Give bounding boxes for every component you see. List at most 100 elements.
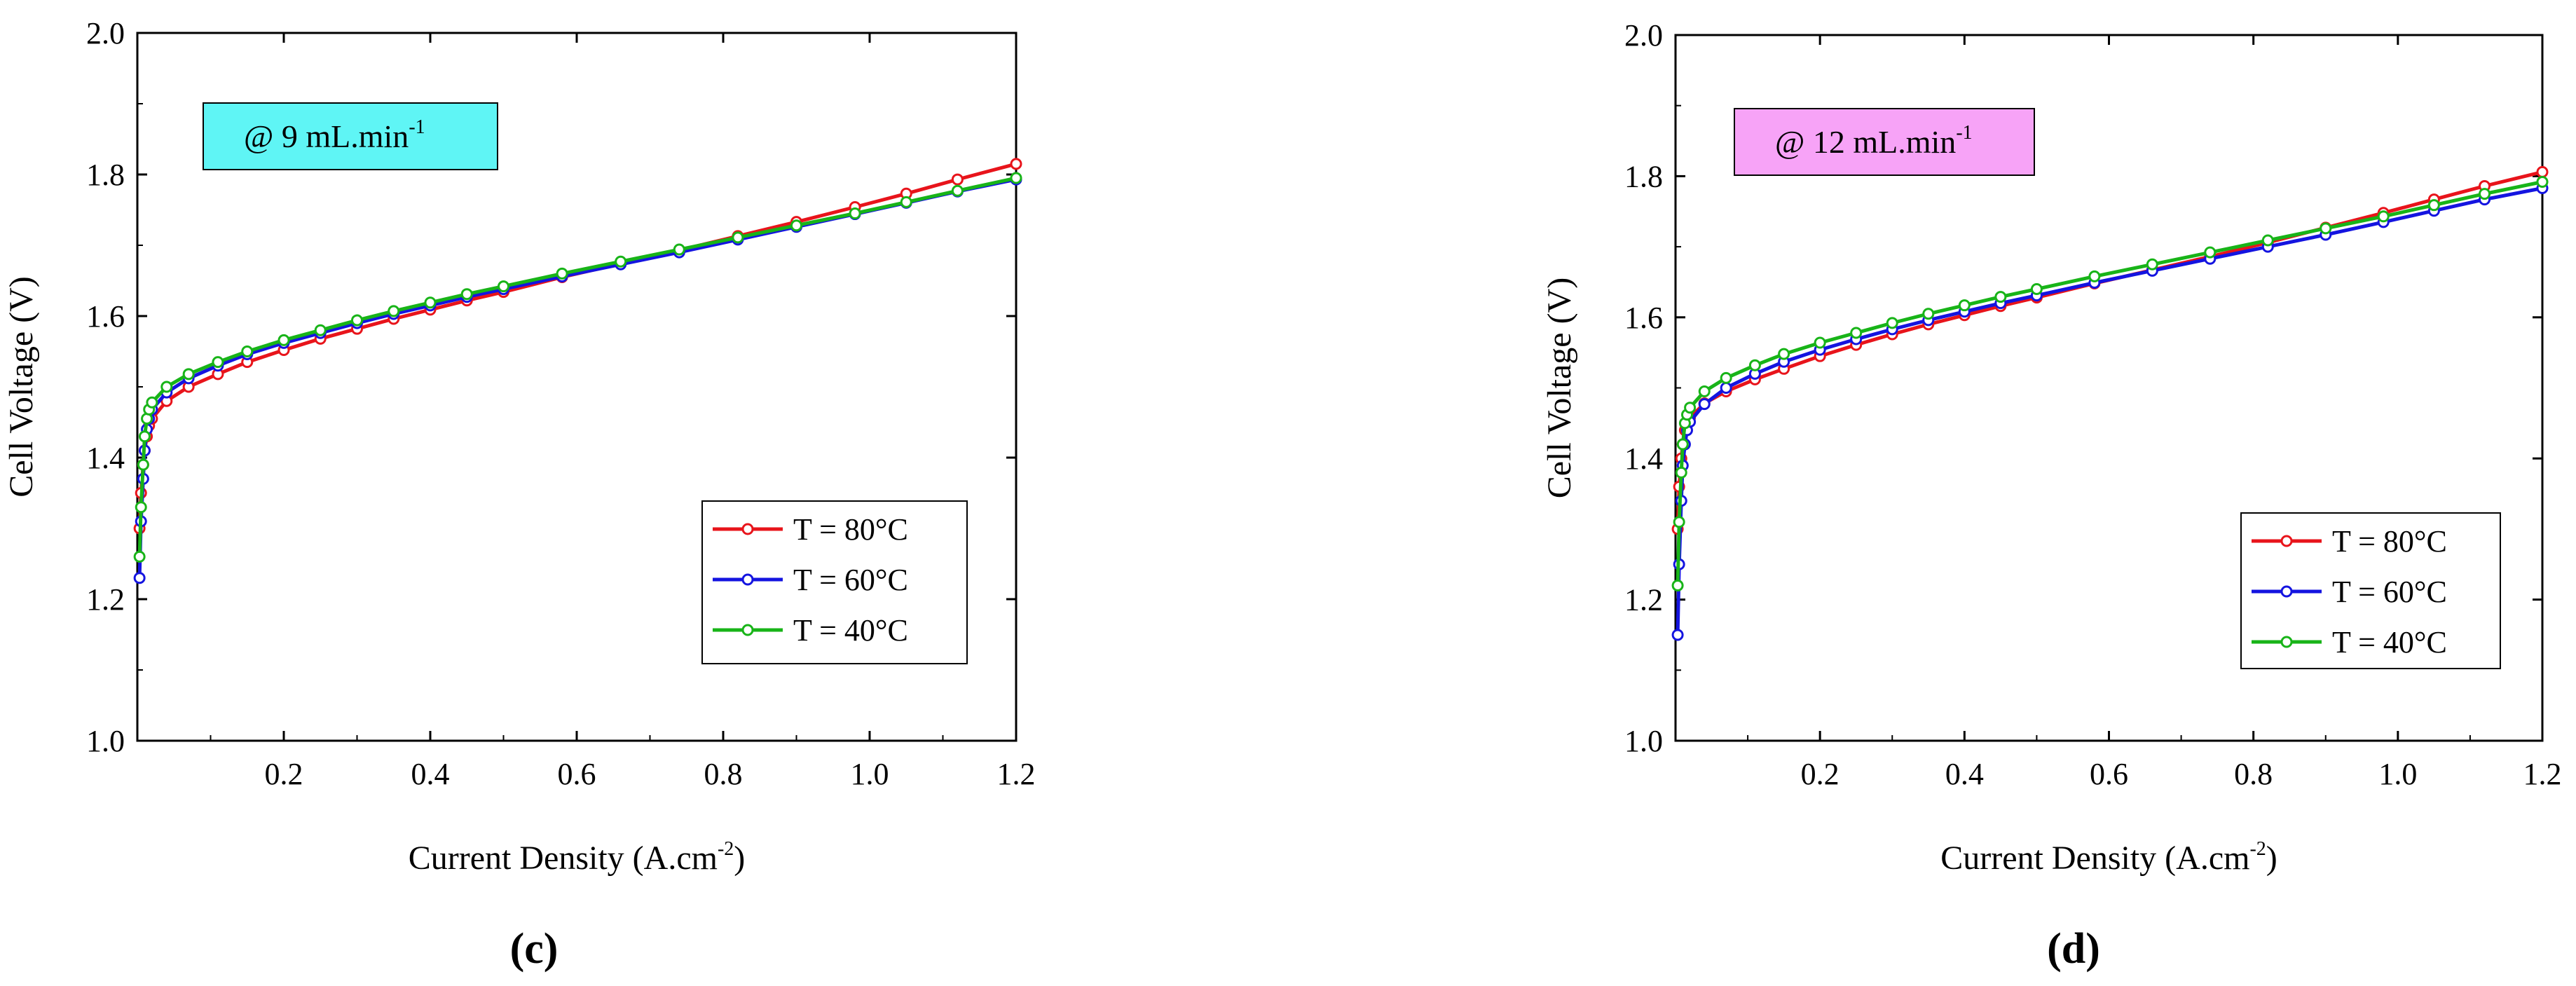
data-point: [133, 550, 146, 563]
y-axis-title: Cell Voltage (V): [3, 276, 40, 498]
data-point: [2261, 234, 2274, 247]
data-point: [278, 334, 290, 346]
data-point: [1671, 629, 1684, 641]
data-point: [146, 396, 158, 409]
data-point: [1778, 348, 1790, 360]
data-point: [1698, 385, 1711, 398]
legend-swatch-marker: [2280, 535, 2293, 547]
data-point: [1010, 158, 1022, 170]
data-point: [1671, 579, 1684, 591]
series-line-0: [1676, 170, 2543, 529]
y-tick-label: 1.0: [86, 724, 125, 758]
x-axis-title: Current Density (A.cm-2): [409, 838, 746, 877]
x-tick-label: 1.2: [2523, 757, 2562, 791]
data-point: [556, 267, 568, 280]
data-point: [2088, 270, 2101, 282]
data-point: [1922, 308, 1935, 320]
data-point: [1698, 398, 1711, 411]
x-tick-label: 0.6: [558, 757, 596, 791]
annotation-box: [1734, 108, 2035, 176]
data-point: [900, 196, 912, 208]
x-axis-title: Current Density (A.cm-2): [1940, 838, 2277, 877]
y-tick-label: 1.6: [1624, 301, 1663, 335]
annotation-main: @ 9 mL.min: [244, 118, 409, 154]
data-point: [1673, 516, 1685, 528]
annotation-superscript: -1: [1956, 122, 1972, 144]
legend-label: T = 80°C: [2332, 524, 2447, 559]
data-point: [388, 305, 400, 317]
y-axis-title: Cell Voltage (V): [1541, 278, 1578, 499]
y-tick-label: 2.0: [86, 16, 125, 50]
x-tick-label: 0.8: [704, 757, 743, 791]
data-point: [1010, 172, 1022, 184]
x-axis-title-text: Current Density (A.cm: [409, 840, 718, 877]
legend-swatch-marker: [741, 523, 754, 535]
y-tick-label: 1.0: [1624, 724, 1663, 758]
legend-label: T = 40°C: [793, 613, 908, 648]
data-point: [1748, 359, 1761, 371]
x-tick-label: 0.8: [2234, 757, 2273, 791]
x-axis-title-suffix: ): [734, 840, 745, 877]
annotation-box: [203, 102, 498, 170]
x-axis-title-text: Current Density (A.cm: [1940, 840, 2249, 877]
data-point: [2030, 283, 2043, 296]
data-point: [351, 314, 363, 327]
annotation-superscript: -1: [409, 116, 425, 138]
data-point: [241, 345, 254, 357]
legend-swatch-marker: [2280, 636, 2293, 648]
data-point: [160, 381, 173, 393]
data-point: [1850, 327, 1863, 339]
x-tick-label: 0.6: [2090, 757, 2128, 791]
y-tick-label: 1.4: [1624, 441, 1663, 476]
data-point: [732, 231, 744, 244]
data-point: [133, 572, 146, 584]
data-point: [137, 458, 149, 471]
data-point: [2320, 222, 2332, 235]
legend-swatch-marker: [2280, 585, 2293, 598]
data-point: [951, 173, 964, 186]
data-point: [2536, 165, 2549, 178]
data-point: [849, 207, 861, 220]
chart-panel-d: 0.2 0.4 0.6 0.8 1.0 1.2 1.0 1.2 1.4 1.6 1.8 2.0 Curr…: [1541, 18, 2562, 973]
data-point: [1675, 466, 1687, 479]
annotation-main: @ 12 mL.min: [1775, 124, 1956, 160]
data-point: [2146, 258, 2158, 271]
data-point: [2479, 188, 2491, 200]
x-axis-title-superscript: -2: [718, 838, 734, 860]
data-point: [498, 280, 509, 293]
y-tick-label: 1.4: [86, 441, 125, 475]
data-point: [1676, 438, 1689, 451]
data-point: [212, 356, 224, 369]
x-axis-title-superscript: -2: [2249, 838, 2266, 860]
data-point: [2377, 210, 2390, 223]
data-point: [460, 288, 473, 301]
data-point: [138, 430, 151, 443]
panel-label: (d): [2047, 925, 2100, 973]
legend-swatch-marker: [741, 573, 754, 586]
data-point: [1958, 299, 1971, 312]
data-point: [615, 255, 627, 268]
legend-label: T = 80°C: [793, 512, 908, 547]
data-point: [951, 184, 964, 197]
annotation-text: @ 9 mL.min-1: [244, 116, 425, 154]
data-point: [2536, 175, 2549, 188]
y-tick-label: 2.0: [1624, 18, 1663, 53]
legend-swatch-marker: [741, 624, 754, 636]
data-point: [1684, 402, 1697, 414]
data-point: [790, 219, 802, 232]
legend-label: T = 40°C: [2332, 625, 2447, 659]
data-point: [2204, 246, 2217, 259]
data-point: [1994, 291, 2007, 303]
y-tick-label: 1.8: [1624, 159, 1663, 193]
legend-label: T = 60°C: [793, 563, 908, 597]
legend-label: T = 60°C: [2332, 575, 2447, 609]
x-tick-label: 0.2: [1801, 757, 1839, 791]
y-tick-label: 1.2: [86, 582, 125, 617]
data-point: [135, 501, 147, 514]
data-point: [314, 324, 327, 336]
data-point: [182, 368, 195, 381]
x-tick-label: 1.0: [2378, 757, 2417, 791]
data-point: [673, 243, 685, 256]
series-line-2: [137, 176, 1017, 557]
